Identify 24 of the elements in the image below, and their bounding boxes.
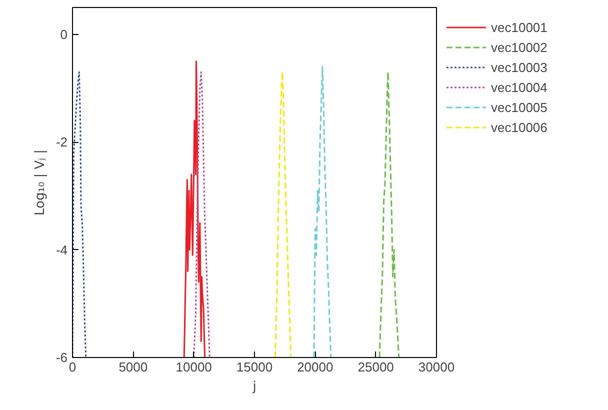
y-tick-label: 0 [60, 26, 68, 42]
y-axis-title: Log₁₀ | Vⱼ | [32, 150, 48, 216]
line-series [378, 71, 400, 358]
x-tick-label: 10000 [176, 360, 212, 374]
y-tick-label: -6 [56, 350, 68, 365]
legend-label: vec10002 [491, 40, 548, 54]
legend-label: vec10001 [491, 20, 548, 34]
x-tick-label: 15000 [236, 360, 273, 374]
legend-label: vec10003 [491, 60, 548, 74]
x-axis-title: j [252, 380, 256, 394]
legend-label: vec10005 [491, 100, 548, 114]
legend-label: vec10004 [491, 80, 548, 94]
line-series [72, 71, 87, 358]
y-tick-label: -2 [56, 134, 68, 150]
line-series [274, 71, 292, 358]
line-series [313, 66, 332, 358]
x-tick-label: 25000 [358, 360, 394, 374]
line-series [183, 60, 206, 358]
line-series [193, 71, 210, 358]
y-tick-label: -4 [56, 242, 68, 258]
x-tick-label: 5000 [118, 360, 148, 374]
legend-label: vec10006 [491, 120, 548, 134]
x-tick-label: 20000 [297, 360, 334, 374]
x-tick-label: 30000 [418, 360, 455, 374]
